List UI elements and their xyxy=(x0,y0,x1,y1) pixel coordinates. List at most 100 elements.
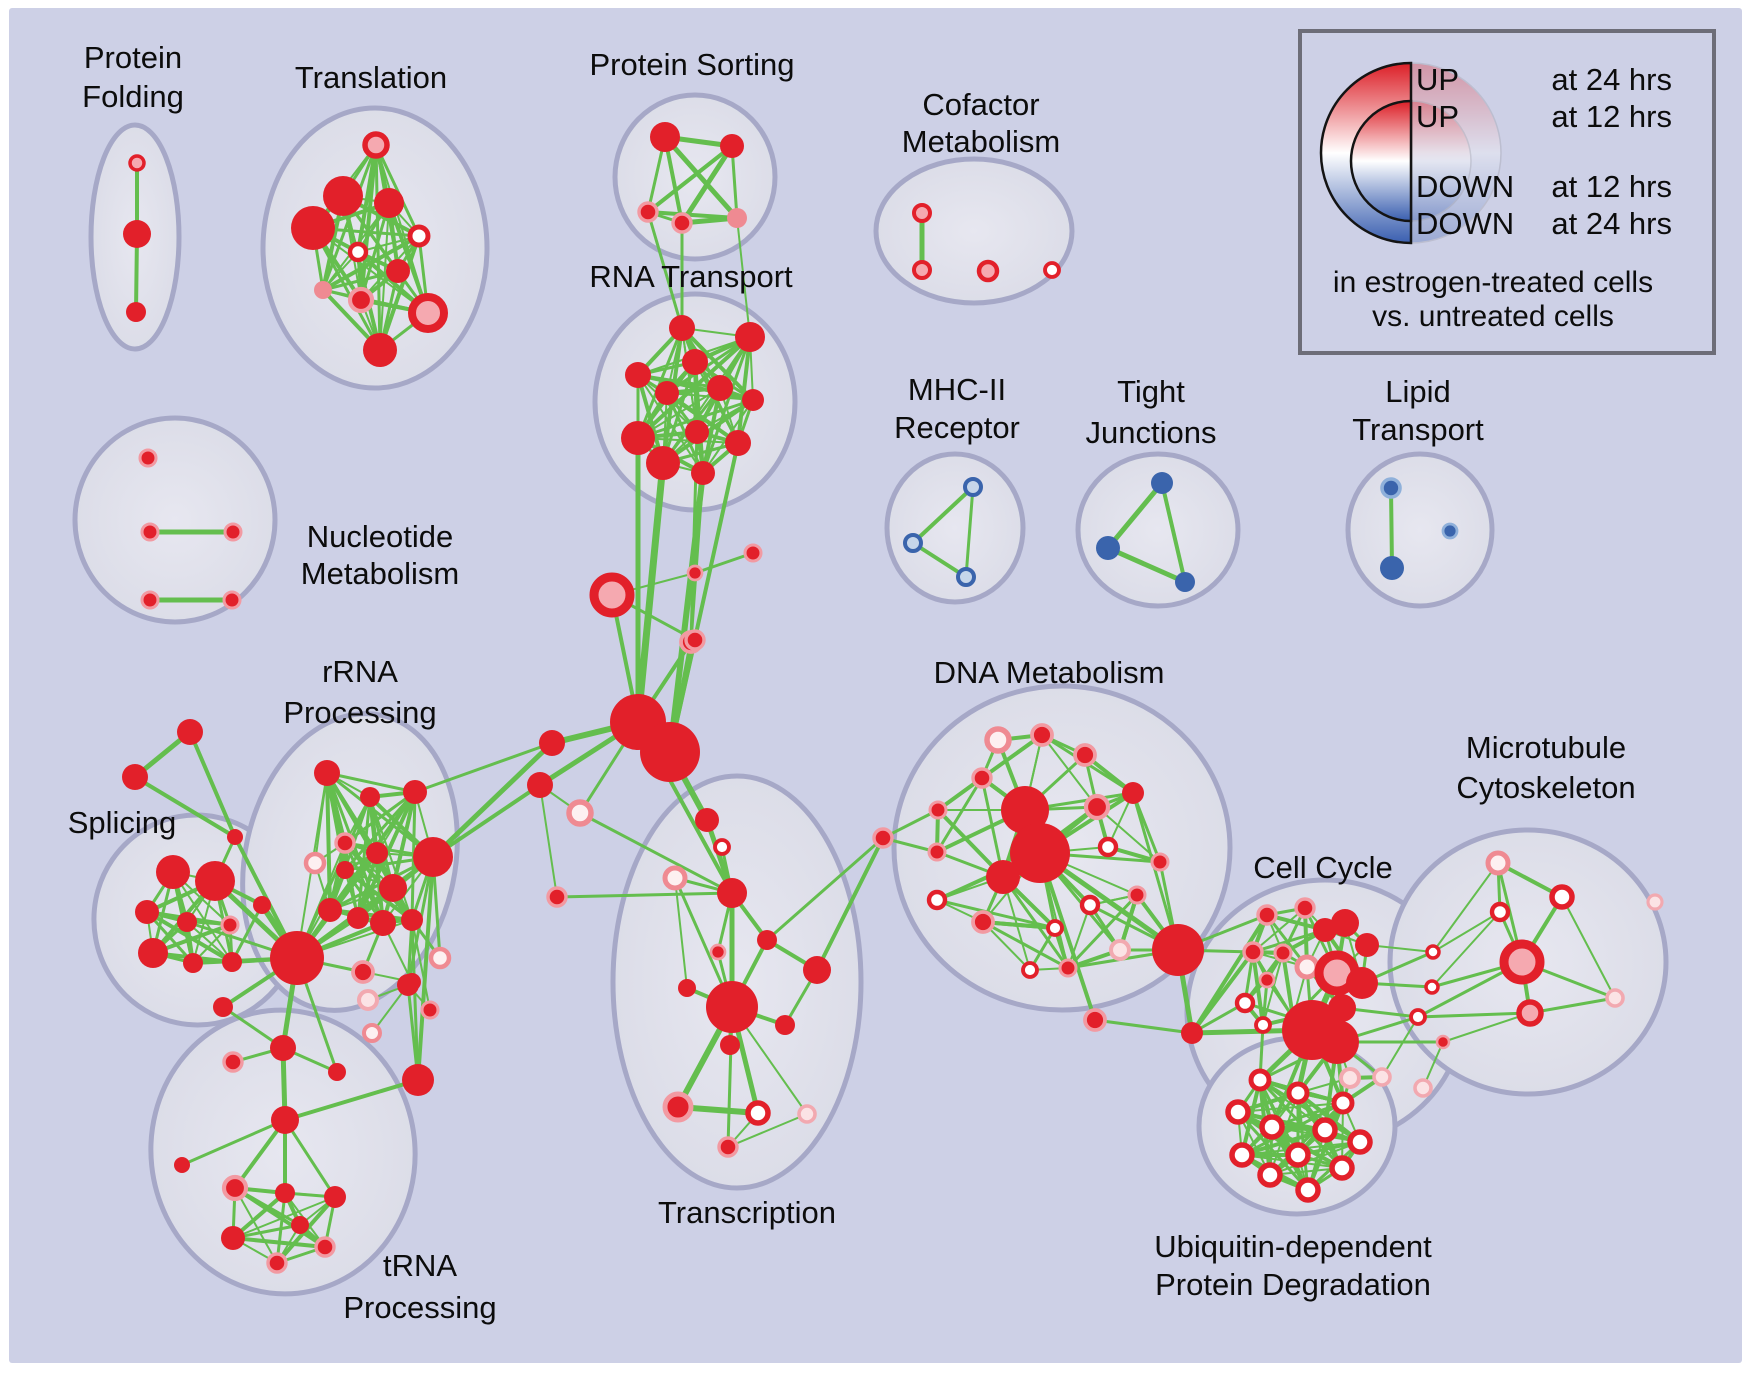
node xyxy=(379,874,407,902)
edge xyxy=(911,485,975,545)
edge xyxy=(539,784,558,898)
node xyxy=(1097,836,1119,858)
edge xyxy=(911,541,968,579)
node xyxy=(126,302,146,322)
node xyxy=(1256,904,1278,926)
node xyxy=(362,1023,382,1043)
node xyxy=(720,1035,740,1055)
node xyxy=(374,188,404,218)
cluster-label-tight-junctions: Tight xyxy=(1117,374,1185,409)
edge xyxy=(964,485,975,579)
node xyxy=(803,956,831,984)
edge xyxy=(646,210,684,330)
node xyxy=(927,842,947,862)
node xyxy=(270,1035,296,1061)
edge xyxy=(667,470,706,755)
edge xyxy=(689,471,705,644)
edge xyxy=(172,871,233,963)
node xyxy=(709,943,727,961)
node xyxy=(401,909,423,931)
legend-time-label: at 24 hrs xyxy=(1551,62,1672,97)
node xyxy=(976,259,1000,283)
edge xyxy=(1001,875,1070,970)
edge xyxy=(636,326,684,440)
edge xyxy=(374,143,421,238)
cluster-label-ubiquitin-degradation: Ubiquitin-dependent xyxy=(1154,1229,1432,1264)
node xyxy=(963,477,983,497)
node xyxy=(222,590,242,610)
node xyxy=(640,722,700,782)
node xyxy=(1347,1129,1373,1155)
node xyxy=(707,375,733,401)
node xyxy=(428,946,452,970)
edge xyxy=(369,796,413,921)
node xyxy=(271,1106,299,1134)
edge xyxy=(636,373,755,402)
node xyxy=(1083,1008,1107,1032)
node xyxy=(122,764,148,790)
edge xyxy=(283,1118,337,1199)
cluster-label-mhc-ii-receptor: Receptor xyxy=(894,410,1020,445)
legend: UP at 24 hrs UP at 12 hrs DOWN at 12 hrs DOWN a… xyxy=(1298,29,1716,355)
node xyxy=(1331,1091,1355,1115)
node xyxy=(324,1186,346,1208)
node xyxy=(1181,1022,1203,1044)
edge xyxy=(411,919,431,1011)
node xyxy=(174,1157,190,1173)
node xyxy=(662,1091,694,1123)
edge xyxy=(230,903,264,964)
node xyxy=(356,988,380,1012)
edge xyxy=(186,921,233,963)
node xyxy=(650,122,680,152)
node xyxy=(156,855,190,889)
node xyxy=(402,1064,434,1096)
node xyxy=(1294,897,1316,919)
node xyxy=(221,1226,245,1250)
cluster-ellipse-nucleotide-metabolism xyxy=(72,415,278,625)
edge xyxy=(1431,911,1501,988)
cluster-label-transcription: Transcription xyxy=(658,1195,836,1230)
node xyxy=(1079,894,1101,916)
edge xyxy=(1251,928,1327,954)
edge xyxy=(662,134,740,221)
node xyxy=(637,201,659,223)
edge xyxy=(431,783,542,859)
legend-caption: vs. untreated cells xyxy=(1372,300,1614,333)
node xyxy=(912,260,932,280)
node xyxy=(275,1183,295,1203)
cluster-label-dna-metabolism: DNA Metabolism xyxy=(934,655,1165,690)
edge xyxy=(233,1118,287,1190)
node xyxy=(1248,1068,1272,1092)
node xyxy=(742,389,764,411)
node xyxy=(407,224,431,248)
edge xyxy=(356,795,372,920)
node xyxy=(303,851,327,875)
node xyxy=(1286,1081,1310,1105)
edge xyxy=(634,459,667,726)
cluster-label-trna-processing: tRNA xyxy=(383,1248,457,1283)
cluster-ellipse-mhc-ii-receptor xyxy=(884,451,1026,605)
edge xyxy=(736,335,752,445)
node xyxy=(1516,999,1544,1027)
cluster-label-microtubule-cytoskeleton: Microtubule xyxy=(1466,730,1626,765)
edge xyxy=(1240,1128,1327,1157)
node xyxy=(1485,850,1511,876)
edge xyxy=(188,730,237,839)
cluster-label-cell-cycle: Cell Cycle xyxy=(1253,850,1393,885)
node xyxy=(1234,992,1256,1014)
node xyxy=(314,760,340,786)
node xyxy=(221,1174,249,1202)
node xyxy=(1073,743,1097,767)
edge xyxy=(1281,951,1295,1020)
node xyxy=(1096,536,1120,560)
edge xyxy=(674,877,688,989)
node xyxy=(646,446,680,480)
node xyxy=(928,800,948,820)
node xyxy=(527,772,553,798)
node xyxy=(1254,1016,1272,1034)
node xyxy=(797,1104,817,1124)
edge xyxy=(234,1187,278,1264)
edge xyxy=(1105,480,1165,551)
edge xyxy=(325,771,417,794)
edge xyxy=(231,1236,327,1249)
